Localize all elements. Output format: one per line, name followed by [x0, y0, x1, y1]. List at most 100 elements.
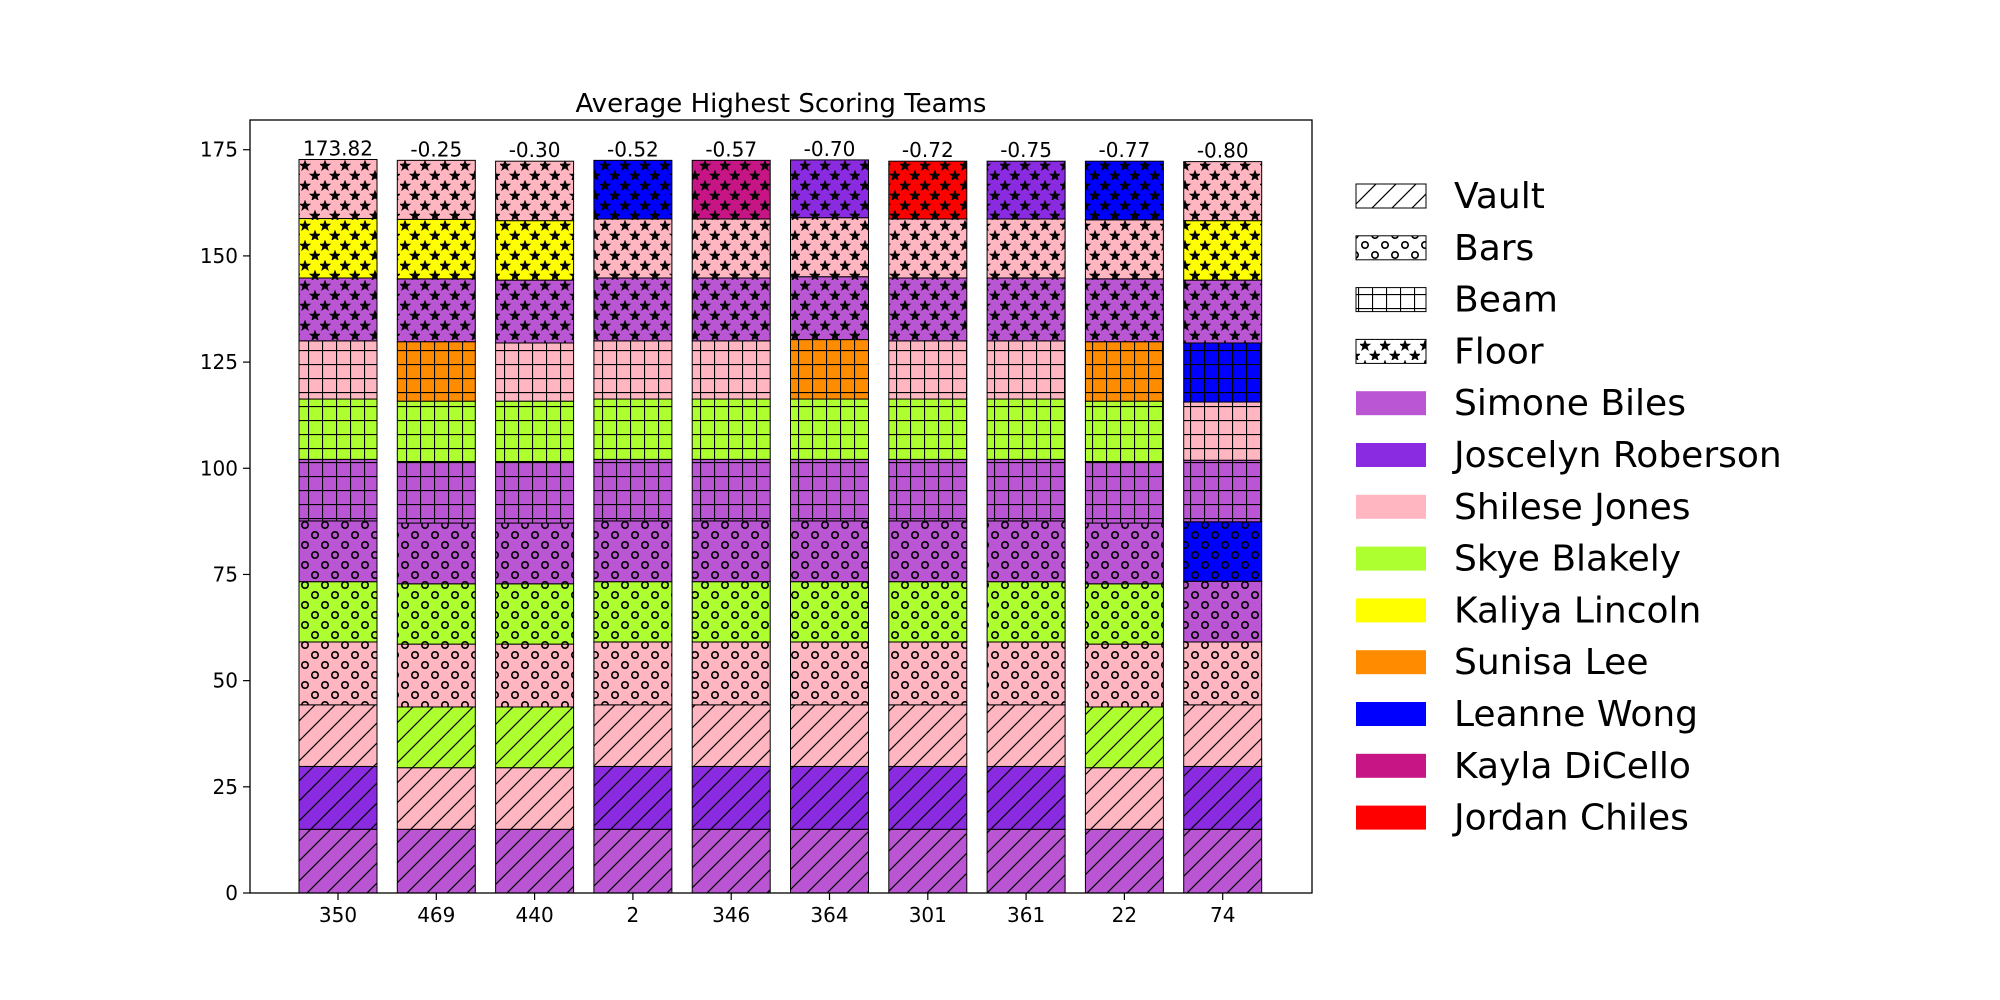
legend-swatch: [1356, 494, 1426, 519]
bar-segment-hatch: [691, 159, 771, 220]
bar-segment-hatch: [1183, 765, 1263, 830]
legend-item: Vault: [1355, 176, 1545, 217]
legend-label: Simone Biles: [1454, 383, 1686, 424]
bar-segment-hatch: [691, 828, 771, 894]
x-tick-label: 2: [627, 903, 640, 927]
bar-segment-hatch: [986, 160, 1066, 220]
bar-segment-hatch: [298, 277, 378, 342]
bar-segment-hatch: [691, 641, 771, 706]
bar-segment-hatch: [790, 828, 869, 894]
bar-segment-hatch: [691, 581, 771, 643]
bar-stack-22: -0.77: [1084, 138, 1164, 894]
bar-segment-hatch: [593, 581, 673, 643]
legend-label: Jordan Chiles: [1452, 798, 1689, 839]
bar-segment-hatch: [298, 458, 378, 522]
x-tick-label: 350: [319, 903, 357, 927]
bar-segment-hatch: [1183, 704, 1263, 767]
bar-segment-hatch: [1183, 161, 1263, 222]
bar-stack-301: -0.72: [888, 138, 968, 894]
bar-segment-hatch: [495, 706, 575, 769]
bar-segment-hatch: [691, 277, 771, 342]
y-tick-label: 175: [200, 138, 238, 162]
legend-label: Joscelyn Roberson: [1452, 435, 1782, 476]
bar-segment-hatch: [593, 277, 673, 342]
bar-value-label: 173.82: [303, 136, 373, 160]
bar-segment-hatch: [888, 398, 968, 460]
bar-segment-hatch: [396, 400, 476, 462]
x-tick-label: 22: [1112, 903, 1137, 927]
bar-segment-hatch: [298, 641, 378, 706]
bar-segment-hatch: [986, 218, 1066, 279]
y-tick-label: 0: [225, 881, 238, 905]
bar-segment-hatch: [593, 458, 673, 522]
bar-segment-hatch: [298, 218, 378, 279]
bar-segment-hatch: [790, 704, 869, 767]
bar-segment-hatch: [888, 277, 968, 342]
bar-segment-hatch: [593, 704, 673, 767]
x-tick-label: 440: [516, 903, 554, 927]
bar-segment-hatch: [298, 340, 378, 400]
bar-segment-hatch: [790, 159, 869, 219]
bar-segment-hatch: [593, 398, 673, 460]
y-tick-label: 100: [200, 456, 238, 480]
y-tick-label: 75: [213, 562, 238, 586]
bar-segment-hatch: [495, 767, 575, 830]
bar-segment-hatch: [1183, 279, 1263, 344]
bar-stack-469: -0.25: [396, 137, 476, 894]
bar-segment-hatch: [790, 217, 869, 278]
bar-segment-hatch: [986, 828, 1066, 894]
bar-segment-hatch: [1084, 583, 1164, 645]
y-tick-label: 25: [213, 775, 238, 799]
bar-segment-hatch: [790, 641, 869, 706]
bar-segment-hatch: [1084, 460, 1164, 524]
bar-segment-hatch: [298, 704, 378, 767]
bar-segment-hatch: [691, 458, 771, 522]
legend-label: Skye Blakely: [1454, 539, 1681, 580]
bar-segment-hatch: [888, 704, 968, 767]
bar-segment-hatch: [396, 522, 476, 585]
bar-segment-hatch: [495, 828, 575, 894]
legend-label: Beam: [1454, 280, 1558, 321]
legend-swatch: [1356, 753, 1426, 778]
legend-item: Kaliya Lincoln: [1356, 590, 1701, 631]
bar-value-label: -0.30: [509, 138, 561, 162]
bar-segment-hatch: [691, 398, 771, 460]
bar-segment-hatch: [1183, 220, 1263, 281]
bar-stack-350: 173.82: [298, 136, 378, 894]
bar-segment-hatch: [790, 276, 869, 341]
bar-segment-hatch: [593, 340, 673, 400]
bar-segment-hatch: [396, 828, 476, 894]
bar-segment-hatch: [691, 340, 771, 400]
legend-label: Shilese Jones: [1454, 487, 1691, 528]
bar-segment-hatch: [495, 522, 575, 585]
bar-segment-hatch: [790, 581, 869, 643]
bar-segment-hatch: [298, 158, 378, 220]
legend-swatch: [1356, 598, 1426, 623]
bar-segment-hatch: [986, 458, 1066, 522]
legend-swatch: [1356, 702, 1426, 726]
legend-label: Bars: [1454, 228, 1534, 269]
bar-segment-hatch: [986, 765, 1066, 830]
legend: Vault Bars Beam Floor Simone Biles Joscelyn R…: [1355, 176, 1782, 839]
bar-segment-hatch: [1084, 522, 1164, 585]
bar-segment-hatch: [888, 765, 968, 830]
legend-swatch-hatch: [1355, 338, 1427, 364]
bar-segment-hatch: [495, 342, 575, 402]
bar-segment-hatch: [1183, 641, 1263, 706]
bar-segment-hatch: [691, 218, 771, 279]
legend-item: Beam: [1355, 280, 1558, 321]
bar-segment-hatch: [1084, 278, 1164, 343]
legend-label: Leanne Wong: [1454, 694, 1698, 735]
legend-label: Kayla DiCello: [1454, 746, 1691, 787]
bar-segment-hatch: [691, 704, 771, 767]
bar-segment-hatch: [1084, 341, 1164, 402]
x-tick-label: 301: [909, 903, 947, 927]
plot-frame: [249, 119, 1313, 894]
bar-segment-hatch: [495, 460, 575, 524]
bar-segment-hatch: [396, 706, 476, 769]
x-tick-label: 74: [1210, 903, 1235, 927]
legend-item: Jordan Chiles: [1356, 798, 1689, 839]
bar-value-label: -0.77: [1099, 138, 1151, 162]
bar-segment-hatch: [593, 218, 673, 279]
